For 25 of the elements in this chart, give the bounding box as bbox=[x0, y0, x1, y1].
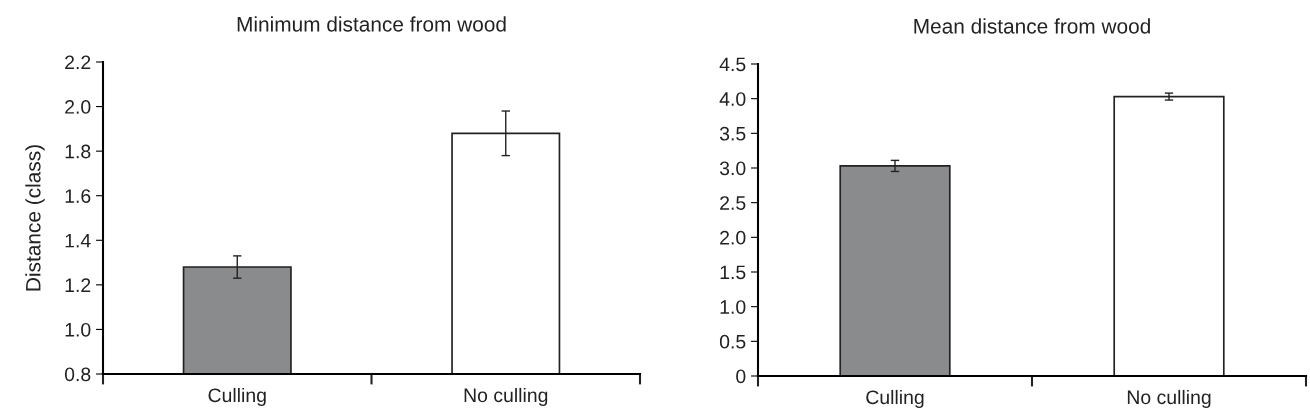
y-tick-label: 0 bbox=[736, 369, 746, 384]
y-tick-label: 4.0 bbox=[719, 92, 746, 106]
y-tick-label: 3.5 bbox=[719, 126, 746, 141]
y-tick-label: 1.0 bbox=[65, 322, 91, 337]
y-tick-label: 2.0 bbox=[65, 100, 91, 114]
y-tick-label: 1.0 bbox=[720, 300, 746, 314]
y-tick-label: 4.5 bbox=[719, 57, 746, 72]
y-tick-label: 2.5 bbox=[720, 196, 746, 210]
y-tick-label: 1.2 bbox=[65, 278, 91, 292]
x-tick-label: No culling bbox=[464, 387, 548, 407]
y-tick-label: 0.5 bbox=[719, 334, 746, 349]
y-tick-label: 0.8 bbox=[64, 367, 91, 382]
y-tick-label: 2.0 bbox=[720, 230, 746, 245]
y-axis-title: Distance (class) bbox=[25, 145, 45, 291]
chart-title: Mean distance from wood bbox=[914, 18, 1150, 34]
y-tick-label: 2.2 bbox=[65, 55, 91, 70]
y-tick-label: 1.4 bbox=[65, 233, 91, 248]
x-tick-label: Culling bbox=[208, 387, 266, 407]
y-tick-label: 1.8 bbox=[65, 144, 91, 159]
y-tick-label: 3.0 bbox=[719, 161, 746, 176]
chart-title: Minimum distance from wood bbox=[237, 16, 506, 32]
x-tick-label: No culling bbox=[1127, 389, 1211, 409]
y-tick-label: 1.6 bbox=[65, 189, 91, 203]
x-tick-label: Culling bbox=[866, 389, 924, 409]
y-tick-label: 1.5 bbox=[720, 265, 746, 280]
